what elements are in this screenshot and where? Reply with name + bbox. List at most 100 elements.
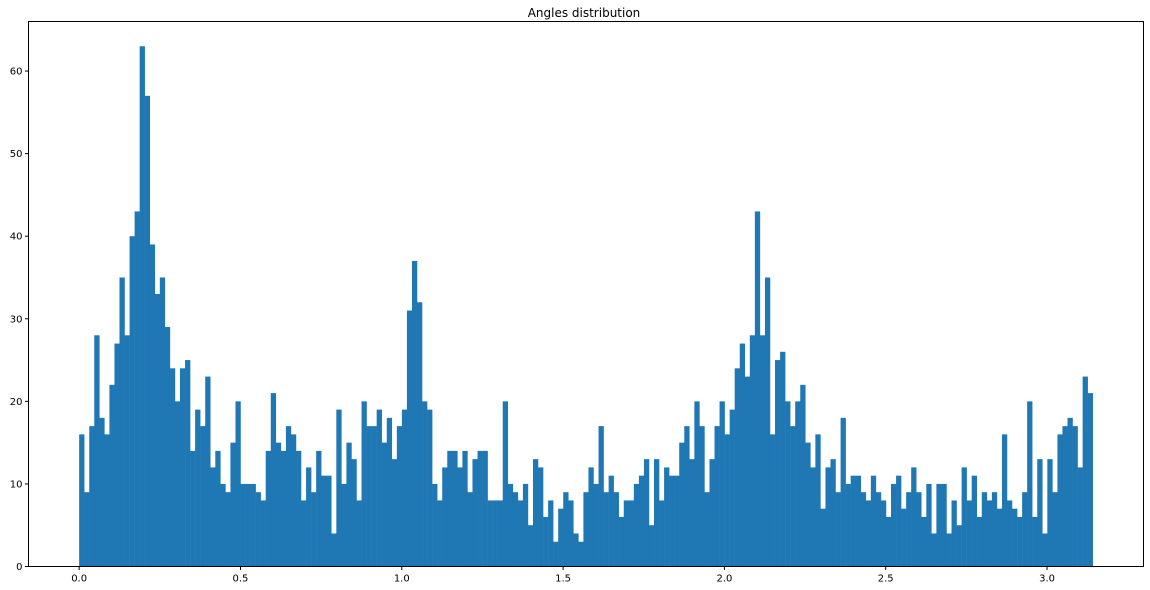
- histogram-bar: [366, 426, 372, 567]
- histogram-bar: [1037, 459, 1043, 567]
- histogram-bar: [1022, 492, 1028, 567]
- histogram-bar: [669, 475, 675, 567]
- chart-title: Angles distribution: [528, 6, 641, 20]
- histogram-bar: [346, 442, 352, 567]
- histogram-bar: [638, 475, 645, 567]
- histogram-bar: [432, 483, 438, 567]
- histogram-bar: [442, 467, 448, 567]
- histogram-bar: [174, 401, 181, 567]
- histogram-bar: [280, 450, 287, 567]
- histogram-bar: [396, 426, 403, 567]
- histogram-bar: [825, 467, 831, 567]
- histogram-bar: [356, 500, 362, 567]
- histogram-bar: [875, 492, 882, 567]
- histogram-bar: [422, 401, 428, 567]
- histogram-bar: [835, 492, 841, 567]
- histogram-bar: [341, 483, 347, 567]
- histogram-bar: [437, 500, 443, 567]
- histogram-bar: [215, 450, 221, 567]
- histogram-bar: [971, 475, 977, 567]
- histogram-bar: [951, 500, 957, 567]
- histogram-bar: [1042, 533, 1048, 567]
- histogram-bar: [699, 426, 705, 567]
- histogram-bar: [709, 459, 715, 567]
- histogram-bar: [417, 302, 423, 567]
- histogram-bar: [195, 409, 201, 567]
- histogram-bar: [633, 483, 640, 567]
- histogram-bar: [956, 525, 962, 567]
- histogram-bar: [129, 236, 135, 567]
- histogram-bar: [739, 343, 746, 567]
- histogram-bar: [200, 426, 206, 567]
- histogram-bar: [694, 401, 700, 567]
- histogram-bar: [769, 434, 776, 567]
- histogram-bar: [916, 492, 922, 567]
- histogram-bar: [643, 459, 650, 567]
- histogram-bar: [406, 310, 413, 567]
- histogram-bar: [457, 467, 463, 567]
- histogram-bar: [497, 500, 503, 567]
- histogram-bar: [452, 450, 458, 567]
- histogram-bar: [754, 211, 761, 567]
- histogram-bar: [775, 360, 781, 567]
- histogram-bar: [921, 516, 927, 567]
- y-axis: 0 10 20 30 40 50 60: [10, 67, 29, 573]
- histogram-bar: [689, 459, 695, 567]
- histogram-bar: [664, 467, 670, 567]
- histogram-bar: [154, 294, 161, 567]
- histogram-bar: [593, 483, 599, 567]
- histogram-bar: [1057, 434, 1063, 567]
- histogram-bar: [265, 450, 272, 567]
- histogram-bar: [659, 500, 665, 567]
- histogram-bar: [966, 500, 972, 567]
- histogram-bar: [855, 475, 862, 567]
- histogram-bar: [981, 492, 988, 567]
- histogram-bar: [316, 450, 322, 567]
- histogram-bar: [1087, 393, 1093, 567]
- histogram-bar: [553, 541, 559, 567]
- histogram-bar: [482, 450, 488, 567]
- histogram-bar: [936, 483, 942, 567]
- histogram-bar: [926, 483, 932, 567]
- histogram-bar: [714, 426, 720, 567]
- histogram-bar: [749, 335, 756, 567]
- histogram-bar: [149, 244, 156, 567]
- histogram-bar: [79, 434, 85, 567]
- histogram-bar: [517, 500, 524, 567]
- x-tick-label: 0.0: [71, 574, 87, 585]
- y-tick-label: 40: [10, 232, 23, 243]
- histogram-bar: [386, 417, 393, 567]
- histogram-bar: [870, 475, 877, 567]
- y-tick-label: 10: [10, 479, 23, 490]
- histogram-bar: [164, 327, 171, 567]
- histogram-bar: [628, 500, 635, 567]
- histogram-bar: [724, 434, 730, 567]
- x-tick-label: 1.0: [394, 574, 410, 585]
- histogram-bar: [679, 442, 685, 567]
- histogram-bar: [270, 393, 277, 567]
- histogram-bar: [759, 335, 766, 567]
- y-tick-label: 0: [16, 562, 22, 573]
- histogram-bar: [134, 211, 140, 567]
- histogram-bar: [744, 376, 751, 567]
- x-tick-label: 0.5: [233, 574, 249, 585]
- histogram-bar: [321, 475, 327, 567]
- histogram-bar: [240, 483, 246, 567]
- histogram-bar: [704, 492, 710, 567]
- y-tick-label: 20: [10, 397, 23, 408]
- histogram-bar: [563, 492, 569, 567]
- histogram-bar: [205, 376, 211, 567]
- histogram-bar: [1006, 500, 1013, 567]
- histogram-bar: [800, 384, 806, 567]
- histogram-bar: [391, 459, 398, 567]
- histogram-bar: [845, 483, 851, 567]
- histogram-bar: [427, 409, 433, 567]
- histogram-bar: [447, 450, 453, 567]
- histogram-bar: [180, 368, 186, 567]
- histogram-bar: [381, 442, 387, 567]
- histogram-bar: [124, 335, 130, 567]
- histogram-bar: [235, 401, 241, 567]
- histogram-bar: [986, 500, 993, 567]
- histogram-bar: [684, 426, 690, 567]
